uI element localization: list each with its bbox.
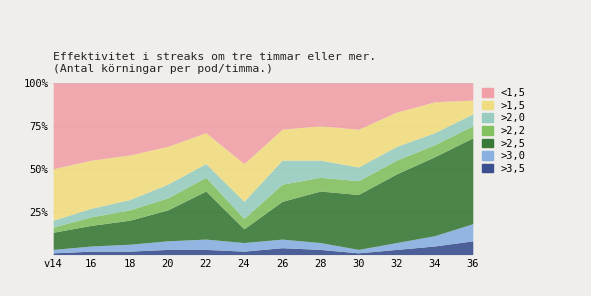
Text: Effektivitet i streaks om tre timmar eller mer.
(Antal körningar per pod/timma.): Effektivitet i streaks om tre timmar ell… — [53, 52, 376, 74]
Legend: <1,5, >1,5, >2,0, >2,2, >2,5, >3,0, >3,5: <1,5, >1,5, >2,0, >2,2, >2,5, >3,0, >3,5 — [482, 88, 526, 174]
